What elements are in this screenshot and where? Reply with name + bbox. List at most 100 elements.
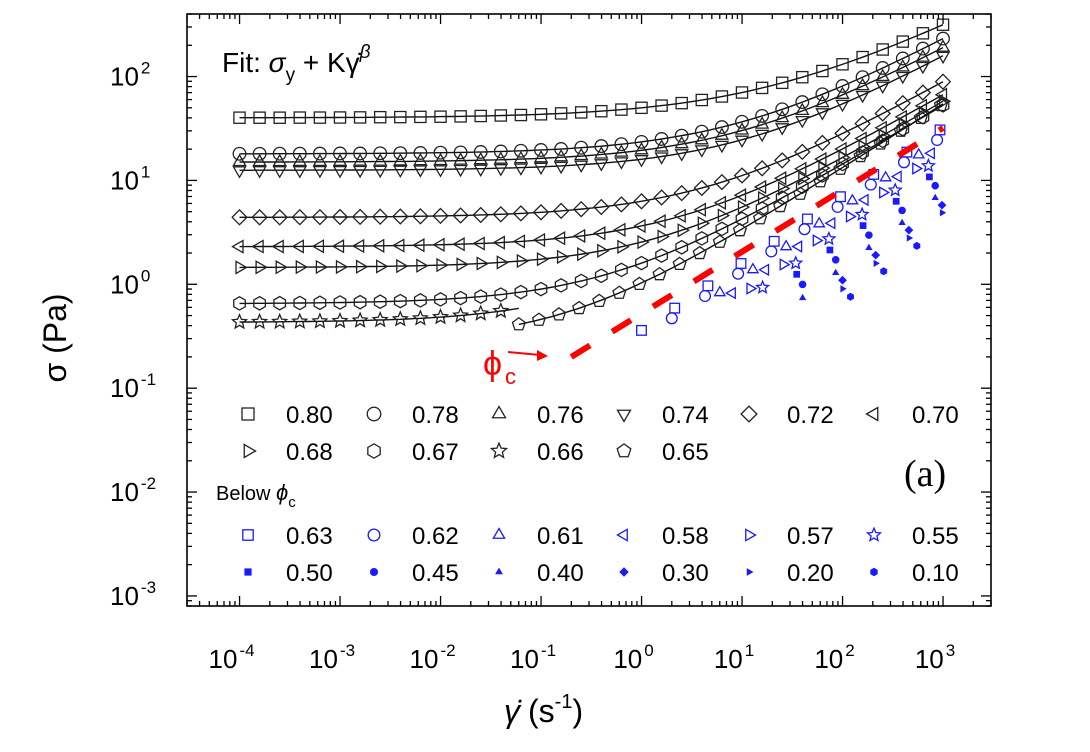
data-point-0.30 xyxy=(937,200,947,210)
data-point-0.70 xyxy=(271,239,284,254)
data-point-0.78 xyxy=(915,41,930,56)
phi-c-label: ϕ xyxy=(483,345,502,383)
data-point-0.76 xyxy=(714,127,730,140)
data-point-0.70 xyxy=(512,234,526,249)
legend-label-0.30: 0.30 xyxy=(662,560,709,587)
data-point-0.68 xyxy=(757,190,771,206)
data-point-0.65 xyxy=(672,256,687,271)
data-point-0.70 xyxy=(673,208,686,223)
data-point-0.72 xyxy=(753,160,771,177)
data-point-0.70 xyxy=(633,218,646,234)
data-point-0.63 xyxy=(669,302,681,314)
x-tick-label: 10 3 xyxy=(915,641,955,674)
data-point-0.78 xyxy=(292,146,307,161)
fit-curve-0.67 xyxy=(239,104,944,305)
data-point-0.80 xyxy=(474,109,487,123)
data-point-0.70 xyxy=(251,239,264,254)
data-point-0.78 xyxy=(493,144,508,159)
data-point-0.72 xyxy=(492,206,510,223)
data-point-0.80 xyxy=(816,64,829,78)
data-point-0.50 xyxy=(859,222,867,229)
data-point-0.67 xyxy=(876,133,890,149)
data-point-0.70 xyxy=(934,87,948,102)
data-point-0.74 xyxy=(775,123,790,136)
data-point-0.72 xyxy=(874,105,891,122)
data-point-0.72 xyxy=(512,205,530,222)
data-point-0.70 xyxy=(592,226,606,241)
data-point-0.68 xyxy=(335,259,349,275)
data-point-0.66 xyxy=(472,304,490,321)
data-point-0.72 xyxy=(291,208,309,226)
data-point-0.76 xyxy=(292,153,307,167)
legend-label-0.66: 0.66 xyxy=(537,439,584,466)
data-point-0.63 xyxy=(768,235,780,247)
fit-label: Fit: σy + Kγ̇β xyxy=(222,42,371,86)
data-point-0.80 xyxy=(876,43,889,56)
y-tick-label: 10 -2 xyxy=(110,474,156,507)
data-point-0.61 xyxy=(912,147,926,159)
data-point-0.80 xyxy=(916,27,930,40)
data-point-0.68 xyxy=(396,258,409,274)
data-point-0.76 xyxy=(473,151,488,165)
data-point-0.78 xyxy=(714,120,729,135)
legend-marker-0.40 xyxy=(495,567,503,575)
data-point-0.74 xyxy=(272,166,287,179)
data-point-0.45 xyxy=(931,181,939,190)
data-point-0.55 xyxy=(821,230,837,246)
data-point-0.61 xyxy=(746,262,760,274)
data-point-0.58 xyxy=(791,240,803,253)
data-point-0.72 xyxy=(231,209,248,226)
data-point-0.74 xyxy=(493,164,508,177)
data-point-0.62 xyxy=(897,156,911,169)
legend-label-0.68: 0.68 xyxy=(286,439,333,466)
data-point-0.76 xyxy=(533,149,549,163)
data-point-0.76 xyxy=(574,147,589,161)
data-point-0.74 xyxy=(473,164,488,178)
data-point-0.67 xyxy=(614,262,628,278)
data-point-0.70 xyxy=(472,236,485,251)
data-point-0.68 xyxy=(617,239,630,254)
data-point-0.76 xyxy=(815,94,830,108)
data-point-0.74 xyxy=(935,51,951,65)
data-point-0.57 xyxy=(812,234,824,247)
legend-label-0.80: 0.80 xyxy=(286,402,333,429)
data-point-0.72 xyxy=(371,208,389,225)
data-point-0.66 xyxy=(271,312,289,330)
data-point-0.74 xyxy=(714,140,730,154)
phi-c-arrowhead xyxy=(537,350,548,361)
x-tick-label: 10 -1 xyxy=(510,641,556,674)
data-point-0.70 xyxy=(532,232,546,248)
data-point-0.76 xyxy=(252,153,267,167)
data-point-0.80 xyxy=(856,50,869,64)
data-point-0.74 xyxy=(614,157,629,170)
data-point-0.67 xyxy=(554,277,568,293)
data-point-0.67 xyxy=(373,294,387,310)
data-point-0.76 xyxy=(795,102,810,116)
data-point-0.67 xyxy=(293,295,307,311)
legend-marker-0.80 xyxy=(241,407,255,421)
data-point-0.78 xyxy=(252,146,267,161)
data-point-0.62 xyxy=(765,245,778,258)
data-point-0.45 xyxy=(831,256,840,264)
legend-marker-0.55 xyxy=(865,526,883,542)
data-point-0.50 xyxy=(892,197,900,205)
data-point-0.66 xyxy=(251,312,269,330)
fit-curve-0.68 xyxy=(239,100,944,269)
legend-marker-0.68 xyxy=(243,443,257,459)
data-point-0.67 xyxy=(313,295,327,311)
data-point-0.78 xyxy=(735,114,749,129)
legend-label-0.70: 0.70 xyxy=(912,402,959,429)
data-point-0.68 xyxy=(737,199,751,215)
phi-c-subscript: c xyxy=(505,364,516,389)
data-point-0.66 xyxy=(452,306,470,323)
data-point-0.63 xyxy=(735,258,747,269)
data-point-0.65 xyxy=(933,97,948,112)
data-point-0.80 xyxy=(253,111,266,124)
data-point-0.74 xyxy=(453,164,468,178)
data-point-0.80 xyxy=(635,101,648,115)
data-point-0.76 xyxy=(694,131,709,145)
data-point-0.78 xyxy=(393,146,408,161)
data-point-0.67 xyxy=(534,281,548,297)
